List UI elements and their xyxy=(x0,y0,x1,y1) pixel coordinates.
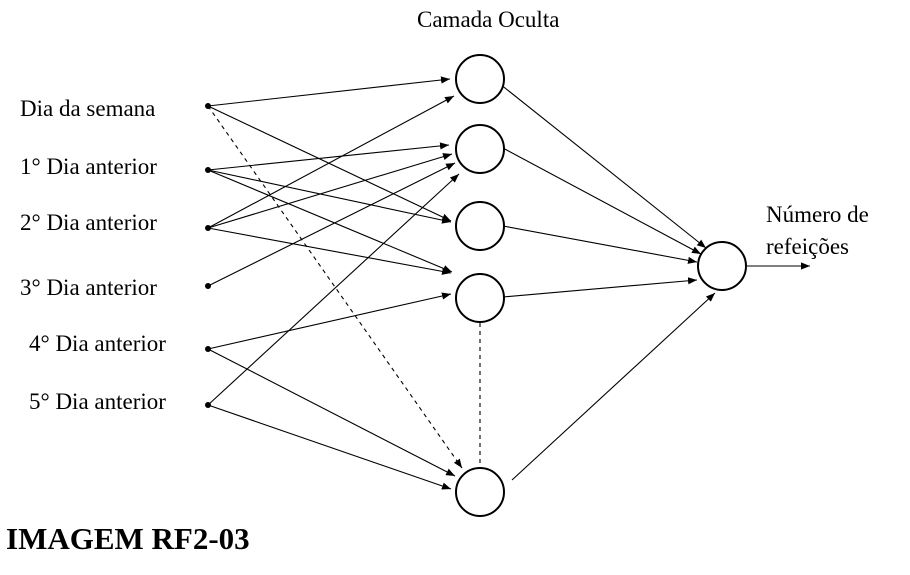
output-label-line2: refeições xyxy=(766,234,849,259)
edge-d2-h1 xyxy=(207,95,455,229)
edge-h3-out xyxy=(502,225,698,264)
input-dot-d5 xyxy=(205,402,211,408)
hidden-neurons xyxy=(455,54,505,517)
edge-d3-h2 xyxy=(207,162,456,287)
hidden-neuron-3 xyxy=(455,201,505,251)
edge-dia-semana-h1 xyxy=(207,76,451,107)
edge-h1-out xyxy=(499,83,707,249)
input-hidden-connections xyxy=(207,76,463,490)
input-dot-dia-semana xyxy=(205,103,211,109)
edge-d1-h4 xyxy=(207,169,453,273)
hidden-neuron-1 xyxy=(455,54,505,104)
hidden-neuron-5 xyxy=(455,467,505,517)
edge-d2-h4 xyxy=(207,227,452,275)
output-neuron xyxy=(697,241,747,291)
hidden-neuron-2 xyxy=(455,124,505,174)
input-nodes xyxy=(205,103,211,408)
input-label-d1: 1° Dia anterior xyxy=(20,154,157,179)
input-dot-d4 xyxy=(205,346,211,352)
edge-dia-semana-h3 xyxy=(207,105,452,222)
input-label-d5: 5° Dia anterior xyxy=(29,389,166,414)
edge-d5-h5 xyxy=(207,404,452,490)
input-dot-d2 xyxy=(205,225,211,231)
edge-d1-h2 xyxy=(207,142,450,171)
edge-dia-semana-h5-dashed xyxy=(207,105,463,469)
edge-h4-out xyxy=(502,277,698,298)
hidden-output-connections xyxy=(499,83,716,481)
edge-h2-out xyxy=(500,146,702,255)
input-dot-d1 xyxy=(205,167,211,173)
edge-d4-h5 xyxy=(207,348,456,477)
edge-d1-h3 xyxy=(207,169,452,224)
hidden-neuron-4 xyxy=(455,273,505,323)
input-label-dia-semana: Dia da semana xyxy=(20,96,156,121)
input-label-d3: 3° Dia anterior xyxy=(20,275,157,300)
hidden-layer-title: Camada Oculta xyxy=(417,7,560,32)
input-label-d4: 4° Dia anterior xyxy=(29,331,166,356)
input-label-d2: 2° Dia anterior xyxy=(20,210,157,235)
input-dot-d3 xyxy=(205,283,211,289)
edge-h5-out xyxy=(511,292,716,481)
figure-caption: IMAGEM RF2-03 xyxy=(6,521,250,556)
edge-d4-h4 xyxy=(207,292,452,350)
edge-d2-h2 xyxy=(207,153,453,229)
edge-d5-h2 xyxy=(207,173,460,406)
output-label-line1: Número de xyxy=(766,202,869,227)
